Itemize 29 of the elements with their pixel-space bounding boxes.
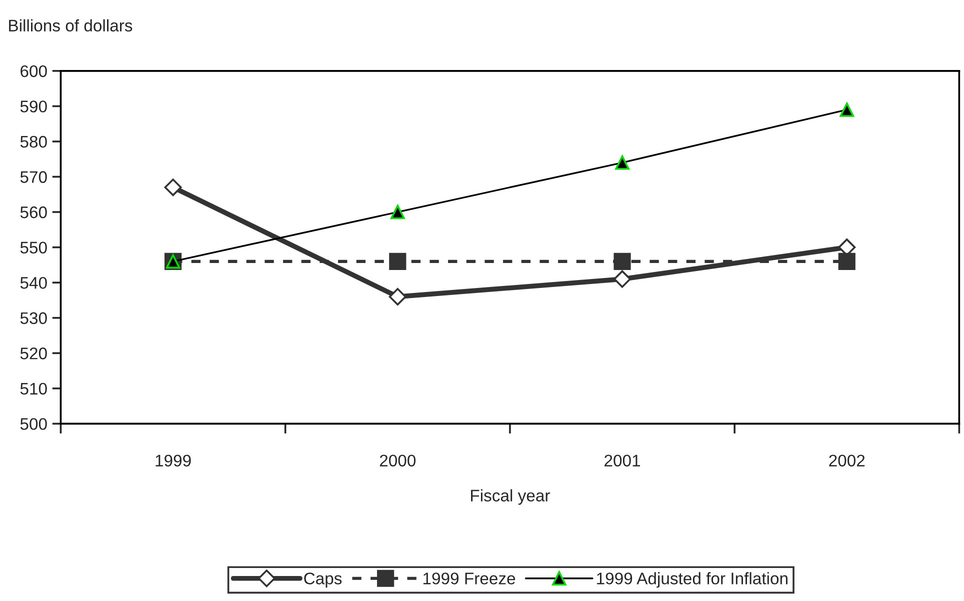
point [615, 155, 630, 170]
y-tick-label: 510 [20, 382, 47, 395]
point [164, 178, 182, 196]
y-axis-title: Billions of dollars [9, 19, 132, 32]
point [614, 270, 632, 288]
point [840, 102, 854, 117]
y-tick-label: 520 [20, 348, 47, 360]
y-tick-label: 580 [20, 136, 47, 148]
point [390, 204, 405, 220]
legend-label: 1999 Freeze [424, 572, 516, 584]
legend-label: 1999 Adjusted for Inflation [597, 572, 788, 588]
y-tick-label: 540 [20, 276, 47, 289]
legend-label: Caps [304, 572, 342, 588]
point [614, 252, 631, 270]
y-tick-label: 600 [20, 65, 47, 78]
x-tick-label: 2001 [604, 454, 640, 467]
point [838, 252, 856, 270]
x-tick-label: 1999 [156, 454, 191, 467]
x-tick-label: 2002 [829, 454, 865, 467]
point [388, 288, 406, 306]
y-tick-label: 560 [20, 206, 47, 218]
y-tick-label: 530 [20, 312, 47, 324]
x-axis-title: Fiscal year [471, 489, 550, 505]
point [389, 252, 406, 270]
x-tick-label: 2000 [380, 454, 416, 467]
y-tick-label: 570 [20, 171, 47, 183]
y-tick-label: 550 [20, 242, 47, 254]
y-tick-label: 500 [20, 418, 47, 430]
y-tick-label: 590 [20, 100, 47, 112]
